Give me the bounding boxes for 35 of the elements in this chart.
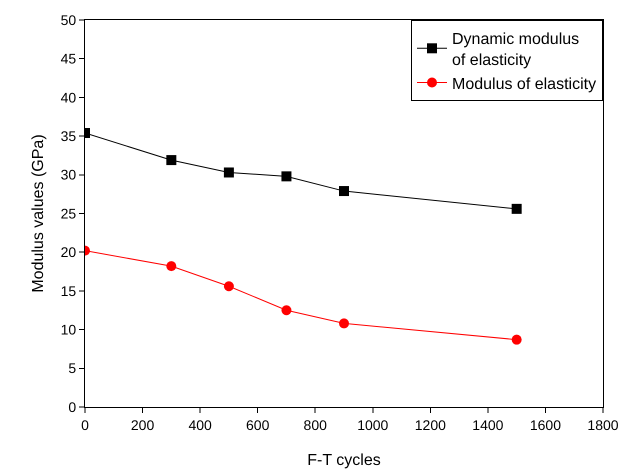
y-tick-label: 25 <box>60 205 76 222</box>
legend-label: Modulus of elasticity <box>452 76 596 93</box>
point <box>339 318 349 328</box>
y-tick-label: 45 <box>60 50 76 67</box>
point <box>166 261 176 272</box>
x-tick-label: 600 <box>246 416 270 433</box>
y-tick-label: 0 <box>68 398 76 415</box>
point <box>281 305 292 316</box>
y-tick-label: 5 <box>68 360 76 376</box>
y-tick-label: 40 <box>60 89 76 106</box>
point <box>339 186 349 196</box>
y-tick-label: 15 <box>60 282 76 299</box>
x-tick-label: 1400 <box>472 416 504 433</box>
x-tick-label: 1800 <box>587 416 619 433</box>
point <box>166 155 176 166</box>
y-tick-label: 20 <box>60 244 76 260</box>
point <box>224 167 234 178</box>
x-tick-label: 1600 <box>530 416 562 433</box>
y-tick-label: 35 <box>60 128 76 144</box>
x-tick-label: 200 <box>130 416 154 433</box>
point <box>224 281 234 292</box>
y-tick-label: 30 <box>60 166 76 183</box>
x-tick-label: 1200 <box>414 416 446 433</box>
legend-label: Dynamic modulus of elasticity <box>452 31 580 69</box>
x-tick-label: 400 <box>188 416 212 433</box>
y-tick-label: 50 <box>60 12 76 28</box>
y-axis-title: Modulus values (GPa) <box>30 134 47 293</box>
x-tick-label: 1000 <box>357 416 389 433</box>
point <box>512 204 522 214</box>
x-tick-label: 0 <box>81 416 90 433</box>
y-tick-label: 10 <box>60 322 76 338</box>
point <box>281 171 292 182</box>
x-axis-title: F-T cycles <box>307 452 381 469</box>
x-tick-label: 800 <box>304 416 328 433</box>
point <box>512 334 522 345</box>
